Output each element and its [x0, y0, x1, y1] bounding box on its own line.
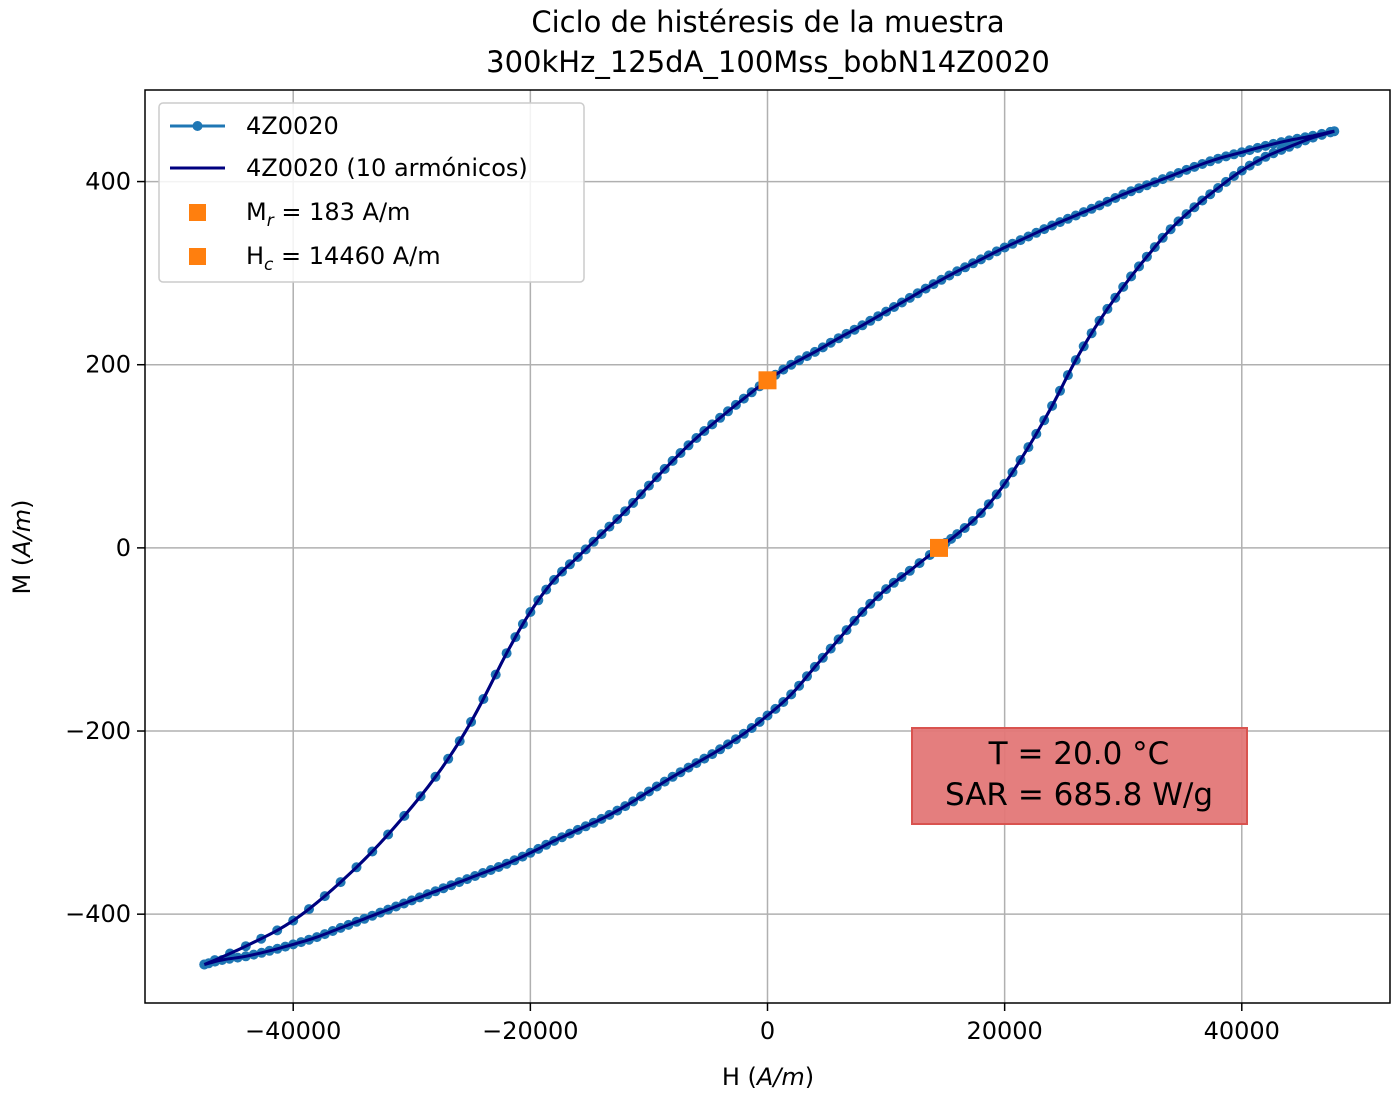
- series-fit-line: [203, 129, 1335, 966]
- x-tick-label: 20000: [966, 1017, 1042, 1045]
- legend-mr-sub: r: [267, 211, 275, 231]
- legend-hc-label: Hc = 14460 A/m: [246, 242, 441, 275]
- legend-mr-main: M: [246, 198, 267, 226]
- x-tick-label: −40000: [245, 1017, 341, 1045]
- plot-area-data: [199, 126, 1340, 970]
- annotation-box: T = 20.0 °C SAR = 685.8 W/g: [911, 727, 1248, 825]
- special-point-hc: [930, 538, 948, 557]
- annotation-background: [911, 727, 1248, 825]
- x-axis-label-main: H (: [722, 1063, 757, 1091]
- legend-mr-rest: = 183 A/m: [274, 198, 411, 226]
- y-tick-label: −400: [65, 900, 131, 928]
- legend-data-swatch-marker: [192, 121, 203, 131]
- x-axis-label-unit: A/m: [755, 1063, 805, 1091]
- legend-hc-main: H: [246, 242, 264, 270]
- legend-fit-label: 4Z0020 (10 armónicos): [246, 154, 528, 182]
- x-tick-label: 40000: [1204, 1017, 1280, 1045]
- y-axis-label: M (A/m): [8, 500, 36, 595]
- y-axis-label-close: ): [8, 500, 36, 509]
- x-tick-label: 0: [760, 1017, 775, 1045]
- legend-hc-sub: c: [264, 255, 274, 275]
- y-tick-label: −200: [65, 717, 131, 745]
- legend-data-label: 4Z0020: [246, 112, 339, 140]
- special-point-mr: [758, 371, 777, 390]
- y-tick-label: 0: [116, 534, 131, 562]
- y-tick-label: 400: [85, 168, 131, 196]
- annotation-sar: SAR = 685.8 W/g: [945, 777, 1213, 813]
- chart-title-line2: 300kHz_125dA_100Mss_bobN14Z0020: [486, 45, 1050, 79]
- legend-mr-label: Mr = 183 A/m: [246, 198, 410, 231]
- legend-mr-swatch: [189, 204, 206, 221]
- y-axis-label-main: M (: [8, 557, 36, 595]
- annotation-temperature: T = 20.0 °C: [988, 736, 1170, 772]
- legend-box: [158, 102, 585, 283]
- legend-hc-rest: = 14460 A/m: [273, 242, 440, 270]
- x-tick-label: −20000: [482, 1017, 578, 1045]
- y-axis-label-unit: A/m: [8, 509, 36, 559]
- legend: 4Z0020 4Z0020 (10 armónicos) Mr = 183 A/…: [158, 102, 585, 283]
- axis-ticks: −40000 −20000 0 20000 40000 −400 −200 0 200 400: [65, 168, 1280, 1045]
- y-tick-label: 200: [85, 351, 131, 379]
- x-axis-label: H (A/m): [722, 1063, 814, 1091]
- legend-hc-swatch: [189, 248, 206, 265]
- chart-title-line1: Ciclo de histéresis de la muestra: [531, 5, 1004, 39]
- x-axis-label-close: ): [805, 1063, 814, 1091]
